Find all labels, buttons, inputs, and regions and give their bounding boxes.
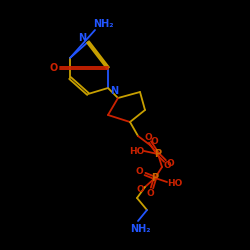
Text: NH₂: NH₂ [130, 224, 150, 234]
Text: N: N [110, 86, 118, 96]
Text: N: N [78, 33, 86, 43]
Text: O: O [150, 136, 158, 145]
Text: P: P [152, 173, 158, 183]
Text: O: O [166, 160, 174, 168]
Text: O: O [163, 160, 171, 170]
Text: O: O [144, 132, 152, 141]
Text: NH₂: NH₂ [93, 19, 113, 29]
Text: O: O [135, 168, 143, 176]
Text: O: O [136, 184, 144, 194]
Text: O: O [50, 63, 58, 73]
Text: P: P [154, 149, 162, 159]
Text: O: O [146, 188, 154, 198]
Text: HO: HO [167, 180, 183, 188]
Text: HO: HO [129, 146, 145, 156]
